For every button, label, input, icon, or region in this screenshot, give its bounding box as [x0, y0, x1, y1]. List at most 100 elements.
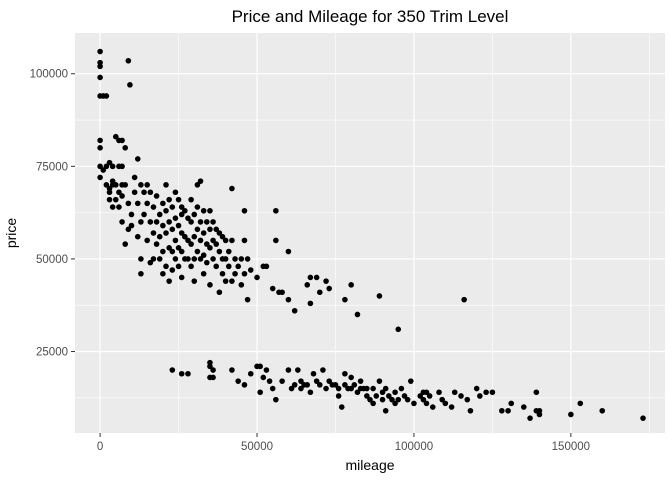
- data-point: [279, 289, 285, 296]
- data-point: [210, 237, 216, 244]
- data-point: [185, 370, 191, 377]
- data-point: [316, 382, 323, 388]
- data-point: [109, 163, 116, 170]
- data-point: [125, 200, 132, 207]
- x-axis-ticks: 0 50000 100000 150000: [97, 433, 590, 453]
- data-point: [222, 237, 229, 244]
- data-point: [489, 389, 496, 396]
- data-point: [370, 400, 376, 407]
- data-point: [200, 230, 207, 236]
- data-point: [175, 263, 182, 270]
- data-point: [127, 82, 133, 88]
- data-point: [160, 270, 166, 277]
- data-point: [182, 233, 188, 240]
- data-point: [273, 396, 279, 403]
- data-point: [147, 259, 154, 266]
- data-point: [285, 248, 292, 255]
- data-point: [273, 207, 279, 214]
- data-point: [370, 385, 376, 392]
- data-point: [122, 145, 129, 151]
- data-point: [178, 230, 185, 236]
- data-point: [335, 393, 342, 399]
- data-point: [238, 256, 245, 262]
- data-point: [439, 396, 445, 403]
- data-point: [307, 300, 314, 307]
- data-point: [169, 367, 176, 373]
- data-point: [238, 282, 245, 288]
- data-point: [225, 248, 232, 255]
- data-point: [436, 389, 442, 396]
- data-point: [316, 289, 323, 296]
- data-point: [138, 256, 144, 262]
- data-point: [191, 233, 198, 240]
- data-point: [210, 219, 216, 225]
- data-point: [401, 393, 408, 399]
- data-point: [389, 396, 395, 403]
- data-point: [163, 263, 169, 270]
- data-point: [367, 396, 373, 403]
- data-point: [382, 407, 389, 414]
- data-point: [194, 204, 201, 210]
- data-point: [150, 204, 157, 210]
- data-point: [505, 407, 511, 414]
- y-tick-label: 50000: [36, 254, 68, 266]
- data-point: [323, 385, 329, 392]
- data-point: [213, 241, 220, 247]
- data-point: [200, 252, 207, 259]
- data-point: [257, 363, 263, 370]
- x-axis-title: mileage: [345, 457, 394, 473]
- data-point: [150, 230, 157, 236]
- data-point: [125, 226, 132, 233]
- data-point: [395, 396, 402, 403]
- data-point: [172, 256, 179, 262]
- data-point: [323, 278, 329, 284]
- data-point: [244, 256, 251, 262]
- data-point: [364, 385, 370, 392]
- data-point: [141, 189, 147, 196]
- data-point: [342, 296, 348, 303]
- data-point: [229, 237, 235, 244]
- data-point: [520, 404, 527, 410]
- data-point: [244, 296, 251, 303]
- data-point: [97, 48, 103, 55]
- data-point: [357, 378, 364, 384]
- data-point: [229, 185, 235, 192]
- data-point: [144, 182, 150, 188]
- data-point: [269, 285, 276, 292]
- data-point: [599, 407, 606, 414]
- data-point: [194, 226, 201, 233]
- data-point: [313, 378, 320, 384]
- data-point: [326, 378, 333, 384]
- data-point: [348, 282, 354, 288]
- data-point: [156, 233, 163, 240]
- data-point: [182, 207, 188, 214]
- data-point: [210, 374, 216, 381]
- data-point: [483, 389, 489, 396]
- data-point: [263, 263, 270, 270]
- data-point: [169, 226, 176, 233]
- data-point: [326, 285, 333, 292]
- data-point: [219, 233, 226, 240]
- data-point: [348, 374, 354, 381]
- data-point: [116, 189, 122, 196]
- data-point: [508, 400, 515, 407]
- data-point: [169, 267, 176, 273]
- data-point: [216, 289, 223, 296]
- data-point: [119, 137, 125, 144]
- data-point: [188, 263, 194, 270]
- data-point: [320, 367, 326, 373]
- data-point: [122, 182, 129, 188]
- data-point: [273, 237, 279, 244]
- data-point: [131, 189, 138, 196]
- data-point: [499, 407, 505, 414]
- data-point: [442, 400, 449, 407]
- data-point: [364, 393, 370, 399]
- data-point: [332, 382, 339, 388]
- data-point: [97, 74, 103, 81]
- data-point: [417, 393, 424, 399]
- data-point: [342, 370, 348, 377]
- data-point: [423, 389, 430, 396]
- data-point: [188, 241, 194, 247]
- data-point: [185, 256, 191, 262]
- x-tick-label: 100000: [395, 441, 433, 453]
